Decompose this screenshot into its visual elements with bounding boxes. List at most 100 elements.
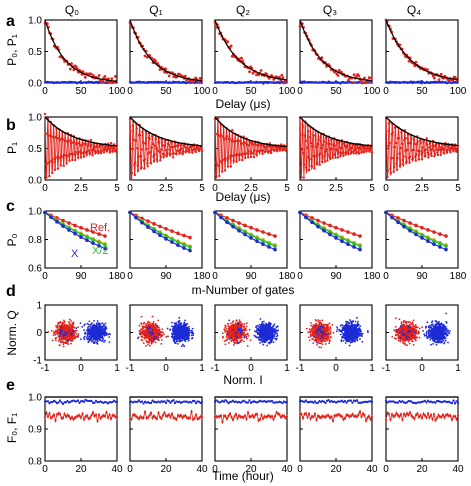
point-b-4 <box>420 158 424 161</box>
point-b-4 <box>389 167 392 170</box>
point-b-2 <box>221 135 225 139</box>
xtick-label-b-4-0: 0 <box>383 183 389 194</box>
point-b-1 <box>153 144 157 148</box>
point-b-4 <box>427 156 430 159</box>
point-b-0 <box>64 139 67 143</box>
point-b-0 <box>71 158 74 162</box>
iq-point-d-0-blue <box>103 332 106 335</box>
point-b-3 <box>363 150 366 153</box>
iq-point-d-0-red <box>70 342 72 345</box>
point-a-4-blue <box>420 82 423 85</box>
point-b-0 <box>43 112 47 116</box>
point-b-1 <box>163 144 166 147</box>
iq-point-d-0-red <box>58 344 61 347</box>
point-b-3 <box>301 123 304 126</box>
ytick-label-d-0-0: -1 <box>33 356 42 367</box>
iq-point-d-0-blue <box>79 322 82 325</box>
iq-point-d-1-blue <box>173 326 176 329</box>
point-a-2-red <box>226 40 230 44</box>
point-b-0 <box>50 135 53 138</box>
iq-point-d-1-red <box>160 333 162 336</box>
iq-point-d-0-red <box>70 324 72 327</box>
iq-outlier-d-0 <box>64 334 67 337</box>
iq-outlier-d-0 <box>70 333 73 336</box>
point-b-3 <box>365 150 368 153</box>
iq-point-d-0-red <box>64 328 67 331</box>
rb-point-c-1-0 <box>176 231 180 236</box>
point-b-3 <box>305 166 308 169</box>
rb-point-c-0-3 <box>49 215 53 220</box>
iq-point-d-1-blue <box>174 342 176 344</box>
iq-point-d-2-red <box>223 328 226 331</box>
point-b-1 <box>175 152 178 155</box>
iq-point-d-0-blue <box>107 333 110 336</box>
iq-point-d-0-blue <box>105 332 108 335</box>
iq-point-d-0-red <box>72 334 75 337</box>
point-b-3 <box>319 135 322 139</box>
iq-point-d-0-red <box>62 323 64 325</box>
xtick-label-d-1-1: 0 <box>163 363 169 374</box>
iq-outlier-d-0 <box>67 330 70 333</box>
iq-point-d-2-red <box>231 331 234 334</box>
rb-point-c-2-0 <box>243 223 247 228</box>
xtick-label-d-2-2: 1 <box>284 363 290 374</box>
iq-point-d-0-red <box>55 337 58 339</box>
iq-point-d-2-red <box>225 325 227 328</box>
iq-point-d-1-blue <box>182 328 185 331</box>
point-a-0-red <box>97 74 101 77</box>
iq-point-d-1-red <box>157 319 160 322</box>
iq-point-d-1-red <box>153 326 156 329</box>
iq-outlier-d-0 <box>67 339 70 342</box>
iq-outlier-d-1 <box>158 333 160 335</box>
point-b-1 <box>158 150 161 154</box>
iq-point-d-1-blue <box>173 338 176 341</box>
xtick-label-c-2-0: 0 <box>212 271 218 282</box>
point-a-4-blue <box>419 80 422 83</box>
iq-point-d-2-red <box>231 321 234 324</box>
ytick-label-d-0-2: 1 <box>36 301 42 312</box>
rb-point-c-1-3 <box>140 220 144 225</box>
point-b-1 <box>146 162 149 165</box>
iq-point-d-1-blue <box>191 327 194 330</box>
point-b-3 <box>330 148 334 151</box>
iq-point-d-0-blue <box>108 336 111 339</box>
iq-point-d-0-blue <box>91 340 93 343</box>
point-b-1 <box>154 137 158 140</box>
point-b-1 <box>155 158 159 161</box>
iq-point-d-1-blue <box>190 334 193 337</box>
point-b-0 <box>68 152 72 156</box>
iq-point-d-1-red <box>159 331 162 334</box>
point-b-0 <box>69 139 72 142</box>
point-b-3 <box>300 176 303 179</box>
point-a-1-red <box>172 75 176 79</box>
point-b-1 <box>130 178 133 181</box>
rb-point-c-4-0 <box>414 223 418 228</box>
rb-point-c-2-3 <box>213 210 217 215</box>
point-b-0 <box>82 155 86 158</box>
iq-point-d-0-blue <box>96 329 98 332</box>
iq-point-d-1-blue <box>171 332 173 335</box>
rb-point-c-2-0 <box>255 228 259 232</box>
iq-point-d-0-blue <box>92 330 95 333</box>
point-b-2 <box>239 140 242 143</box>
point-b-3 <box>303 163 306 166</box>
iq-point-d-0-red <box>62 345 65 348</box>
point-b-4 <box>430 147 434 151</box>
point-b-3 <box>336 156 340 159</box>
point-b-3 <box>313 167 316 170</box>
iq-point-d-0-red <box>77 332 80 335</box>
point-b-0 <box>79 156 83 159</box>
point-b-3 <box>301 125 305 128</box>
rb-point-c-2-3 <box>267 245 271 249</box>
point-b-2 <box>253 149 256 152</box>
iq-point-d-0-blue <box>84 332 86 335</box>
point-b-1 <box>164 149 168 152</box>
point-b-2 <box>255 154 258 157</box>
point-a-2-blue <box>262 82 265 85</box>
point-a-3-red <box>355 75 358 78</box>
point-b-1 <box>162 155 165 159</box>
iq-point-d-2-red <box>241 336 243 339</box>
iq-point-d-2-red <box>232 323 235 326</box>
point-b-1 <box>135 127 138 130</box>
